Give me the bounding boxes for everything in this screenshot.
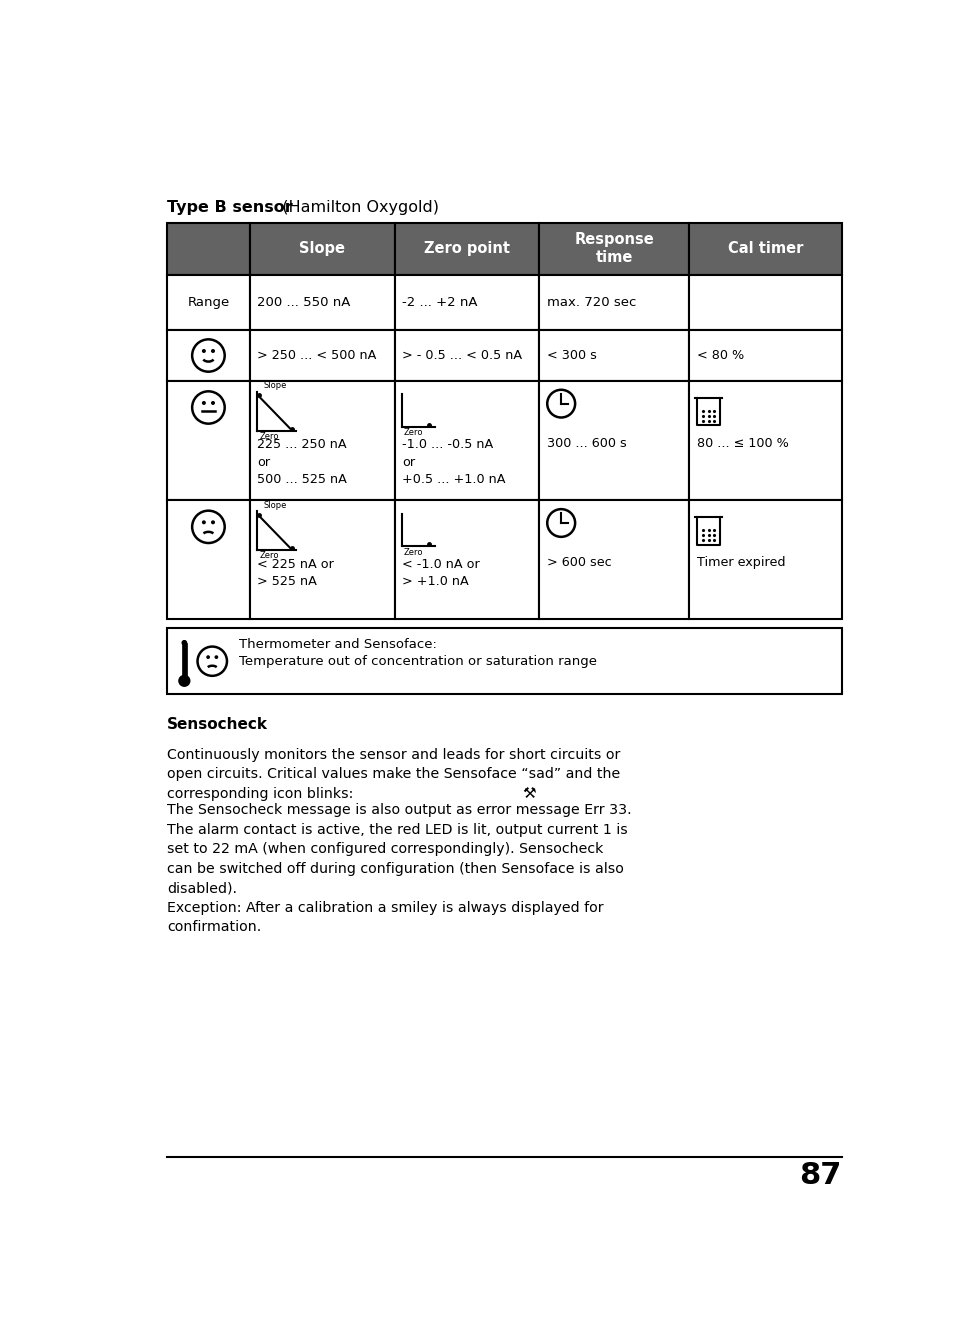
Text: 80 ... ≤ 100 %: 80 ... ≤ 100 % bbox=[697, 437, 788, 450]
Text: 225 ... 250 nA
or
500 ... 525 nA: 225 ... 250 nA or 500 ... 525 nA bbox=[257, 438, 347, 486]
Text: Zero: Zero bbox=[403, 548, 423, 557]
Text: 87: 87 bbox=[799, 1161, 841, 1190]
Bar bbox=[167, 223, 250, 275]
Bar bbox=[688, 381, 841, 500]
Circle shape bbox=[215, 656, 217, 659]
Text: Response
time: Response time bbox=[574, 232, 654, 266]
Bar bbox=[250, 500, 395, 620]
Circle shape bbox=[212, 402, 214, 405]
Bar bbox=[538, 275, 688, 330]
Bar bbox=[688, 223, 841, 275]
Bar bbox=[395, 500, 538, 620]
Text: ⚒: ⚒ bbox=[521, 786, 536, 800]
Circle shape bbox=[212, 350, 214, 353]
Text: Zero: Zero bbox=[403, 429, 423, 437]
Bar bbox=[395, 381, 538, 500]
Circle shape bbox=[207, 656, 209, 659]
Text: < 225 nA or
> 525 nA: < 225 nA or > 525 nA bbox=[257, 557, 334, 588]
Bar bbox=[688, 275, 841, 330]
Bar bbox=[167, 275, 250, 330]
Bar bbox=[250, 381, 395, 500]
Text: < 300 s: < 300 s bbox=[547, 349, 597, 362]
Bar bbox=[688, 330, 841, 381]
Text: 300 ... 600 s: 300 ... 600 s bbox=[547, 437, 626, 450]
Text: Sensocheck: Sensocheck bbox=[167, 717, 268, 732]
Bar bbox=[688, 500, 841, 620]
Text: max. 720 sec: max. 720 sec bbox=[547, 297, 636, 309]
Text: Slope: Slope bbox=[298, 242, 345, 257]
Bar bbox=[167, 330, 250, 381]
Bar bbox=[167, 381, 250, 500]
Bar bbox=[167, 628, 841, 693]
Bar bbox=[538, 330, 688, 381]
Text: Zero: Zero bbox=[259, 432, 278, 441]
Circle shape bbox=[179, 676, 190, 687]
Text: Continuously monitors the sensor and leads for short circuits or
open circuits. : Continuously monitors the sensor and lea… bbox=[167, 748, 620, 800]
Bar bbox=[395, 223, 538, 275]
Circle shape bbox=[182, 641, 187, 645]
Text: Cal timer: Cal timer bbox=[727, 242, 802, 257]
Text: Range: Range bbox=[187, 297, 230, 309]
Bar bbox=[250, 330, 395, 381]
Text: > 600 sec: > 600 sec bbox=[547, 556, 611, 569]
Text: (Hamilton Oxygold): (Hamilton Oxygold) bbox=[272, 200, 438, 215]
Text: Thermometer and Sensoface:
Temperature out of concentration or saturation range: Thermometer and Sensoface: Temperature o… bbox=[238, 637, 596, 668]
Text: Type B sensor: Type B sensor bbox=[167, 200, 293, 215]
Circle shape bbox=[212, 521, 214, 524]
Bar bbox=[395, 275, 538, 330]
Text: -1.0 ... -0.5 nA
or
+0.5 ... +1.0 nA: -1.0 ... -0.5 nA or +0.5 ... +1.0 nA bbox=[402, 438, 505, 486]
Circle shape bbox=[202, 350, 205, 353]
Text: 200 ... 550 nA: 200 ... 550 nA bbox=[257, 297, 351, 309]
Bar bbox=[182, 643, 187, 680]
Text: < 80 %: < 80 % bbox=[697, 349, 743, 362]
Text: < -1.0 nA or
> +1.0 nA: < -1.0 nA or > +1.0 nA bbox=[402, 557, 479, 588]
Bar bbox=[167, 500, 250, 620]
Bar bbox=[250, 275, 395, 330]
Text: Zero: Zero bbox=[259, 552, 278, 561]
Text: > - 0.5 ... < 0.5 nA: > - 0.5 ... < 0.5 nA bbox=[402, 349, 522, 362]
Text: Slope: Slope bbox=[263, 381, 286, 390]
Bar bbox=[395, 330, 538, 381]
Bar bbox=[538, 223, 688, 275]
Text: Slope: Slope bbox=[263, 501, 286, 509]
Text: Zero point: Zero point bbox=[423, 242, 510, 257]
Text: Timer expired: Timer expired bbox=[697, 556, 784, 569]
Bar bbox=[250, 223, 395, 275]
Text: > 250 ... < 500 nA: > 250 ... < 500 nA bbox=[257, 349, 376, 362]
Text: -2 ... +2 nA: -2 ... +2 nA bbox=[402, 297, 477, 309]
Text: The Sensocheck message is also output as error message Err 33.
The alarm contact: The Sensocheck message is also output as… bbox=[167, 803, 631, 934]
Circle shape bbox=[202, 521, 205, 524]
Bar bbox=[538, 381, 688, 500]
Bar bbox=[538, 500, 688, 620]
Circle shape bbox=[202, 402, 205, 405]
